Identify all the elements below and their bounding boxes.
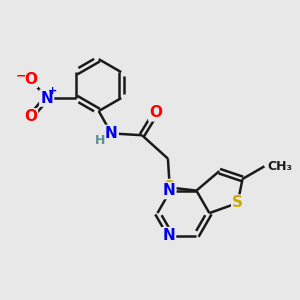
Text: S: S xyxy=(164,180,175,195)
Text: N: N xyxy=(105,126,118,141)
Text: −: − xyxy=(16,70,27,83)
Text: CH₃: CH₃ xyxy=(267,160,292,173)
Text: O: O xyxy=(24,72,37,87)
Text: N: N xyxy=(162,183,175,198)
Text: N: N xyxy=(40,91,53,106)
Text: O: O xyxy=(24,109,37,124)
Text: S: S xyxy=(232,196,243,211)
Text: H: H xyxy=(95,134,106,147)
Text: O: O xyxy=(149,105,162,120)
Text: +: + xyxy=(48,86,57,96)
Text: N: N xyxy=(162,228,175,243)
